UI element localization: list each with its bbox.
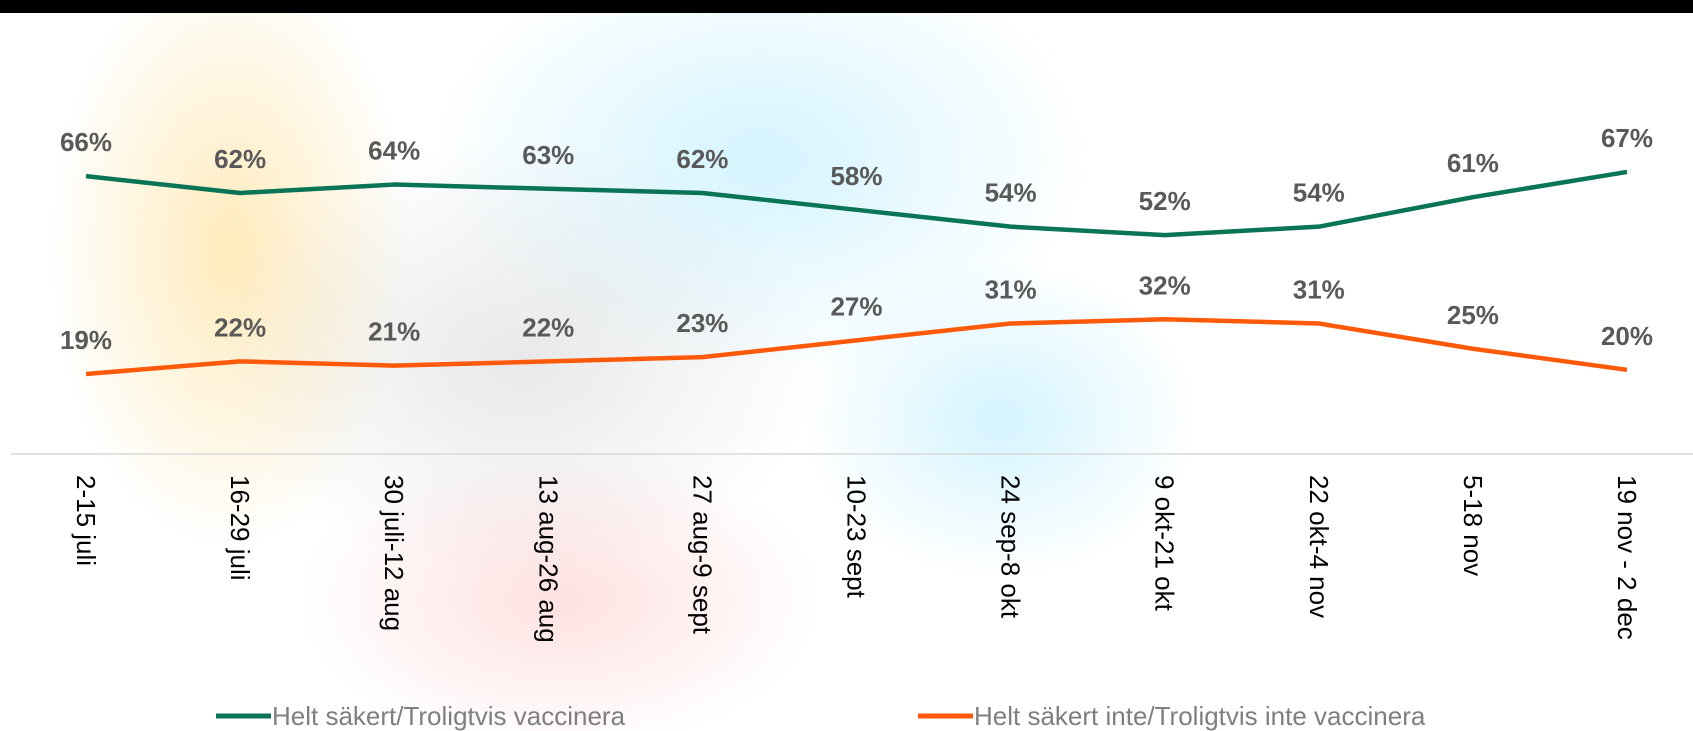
- x-tick-label: 30 juli-12 aug: [379, 475, 409, 631]
- x-tick-label: 16-29 juli: [225, 475, 255, 581]
- x-tick-label: 9 okt-21 okt: [1150, 475, 1180, 612]
- x-tick-label: 10-23 sept: [842, 475, 872, 599]
- data-label: 62%: [676, 144, 728, 174]
- x-tick-label: 2-15 juli: [71, 475, 101, 566]
- x-tick-label: 19 nov - 2 dec: [1612, 475, 1642, 640]
- data-label: 63%: [522, 140, 574, 170]
- data-label: 27%: [830, 291, 882, 321]
- data-label: 67%: [1601, 123, 1653, 153]
- x-tick-label: 22 okt-4 nov: [1304, 475, 1334, 618]
- page: 2-15 juli 16-29 juli 30 juli-12 aug 13 aug-…: [0, 0, 1693, 731]
- chart: 2-15 juli 16-29 juli 30 juli-12 aug 13 aug-…: [0, 0, 1693, 731]
- data-label: 32%: [1139, 270, 1191, 300]
- data-label: 20%: [1601, 321, 1653, 351]
- x-tick-label: 27 aug-9 sept: [687, 475, 717, 635]
- data-label: 54%: [985, 178, 1037, 208]
- data-label: 22%: [522, 312, 574, 342]
- top-bar: [0, 0, 1693, 13]
- data-label: 23%: [676, 308, 728, 338]
- data-label: 31%: [1293, 274, 1345, 304]
- data-label: 52%: [1139, 186, 1191, 216]
- data-label: 61%: [1447, 148, 1499, 178]
- legend-label: Helt säkert inte/Troligtvis inte vaccine…: [974, 701, 1426, 731]
- x-tick-label: 5-18 nov: [1458, 475, 1488, 576]
- x-tick-label: 13 aug-26 aug: [533, 475, 563, 643]
- data-label: 25%: [1447, 300, 1499, 330]
- data-label: 64%: [368, 136, 420, 166]
- legend-label: Helt säkert/Troligtvis vaccinera: [272, 701, 626, 731]
- background: [50, 0, 1200, 731]
- x-tick-label: 24 sep-8 okt: [996, 475, 1026, 619]
- data-label: 22%: [214, 312, 266, 342]
- data-label: 54%: [1293, 178, 1345, 208]
- data-label: 19%: [60, 325, 112, 355]
- data-label: 21%: [368, 317, 420, 347]
- data-label: 58%: [830, 161, 882, 191]
- data-label: 31%: [985, 274, 1037, 304]
- data-label: 62%: [214, 144, 266, 174]
- data-label: 66%: [60, 127, 112, 157]
